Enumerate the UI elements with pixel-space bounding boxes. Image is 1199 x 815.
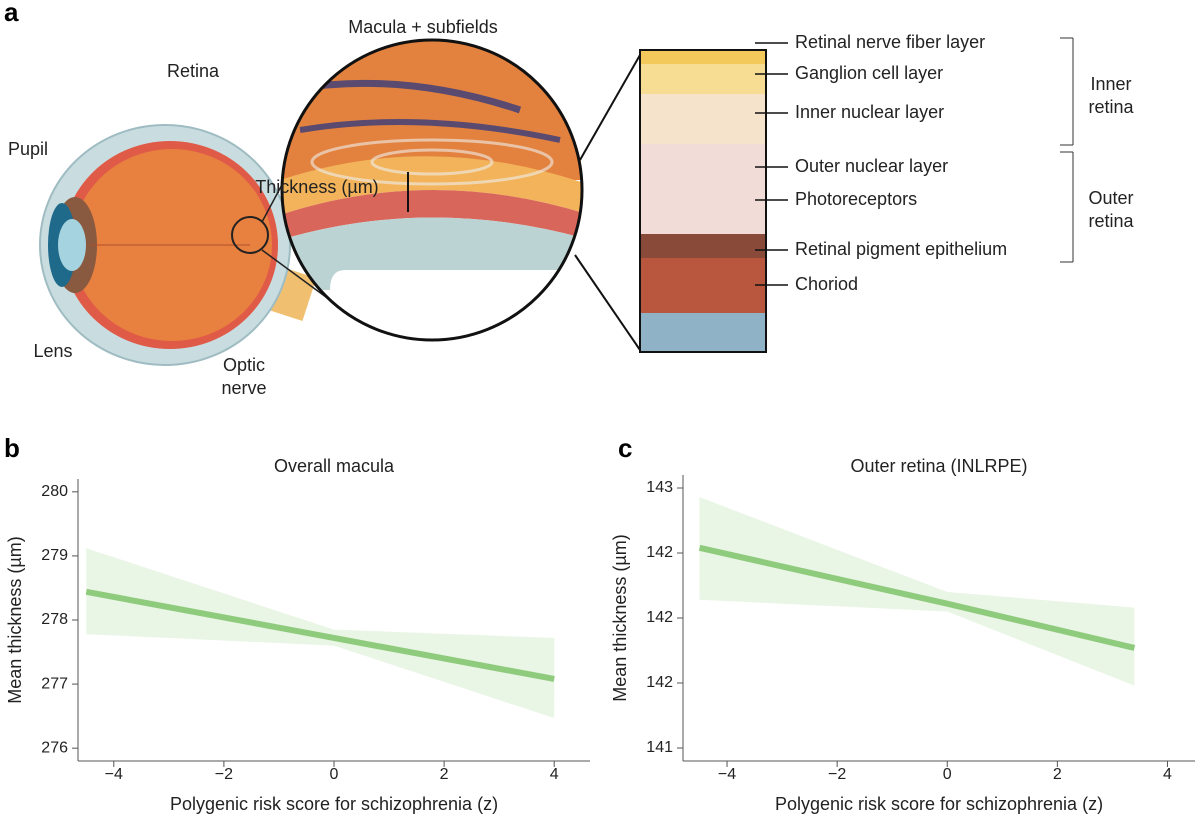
y-tick-label: 277	[41, 675, 68, 692]
diagram-label: Pupil	[8, 139, 48, 159]
panel-label: a	[4, 0, 19, 27]
diagram-label: Retina	[167, 61, 220, 81]
layer-label: Inner nuclear layer	[795, 102, 944, 122]
x-tick-label: 2	[440, 766, 449, 783]
chart-title: Overall macula	[274, 456, 395, 476]
eye-illustration	[39, 94, 331, 366]
y-tick-label: 142	[646, 609, 673, 626]
group-label: retina	[1088, 97, 1134, 117]
layer-label: Choriod	[795, 274, 858, 294]
diagram-label: Optic	[223, 355, 265, 375]
y-tick-label: 142	[646, 674, 673, 691]
diagram-label: Lens	[33, 341, 72, 361]
diagram-label: nerve	[221, 378, 266, 398]
layer-label: Retinal nerve fiber layer	[795, 32, 985, 52]
y-tick-label: 143	[646, 479, 673, 496]
y-tick-label: 278	[41, 611, 68, 628]
y-tick-label: 279	[41, 547, 68, 564]
x-axis-label: Polygenic risk score for schizophrenia (…	[170, 794, 498, 814]
zoom-circle	[280, 38, 641, 351]
layer-label: Ganglion cell layer	[795, 63, 943, 83]
group-label: retina	[1088, 211, 1134, 231]
trend-line	[698, 544, 1136, 651]
y-axis-label: Mean thickness (µm)	[5, 536, 25, 703]
y-axis-label: Mean thickness (µm)	[610, 534, 630, 701]
confidence-band	[699, 497, 948, 612]
diagram-label: Thickness (µm)	[255, 177, 378, 197]
x-tick-label: 0	[943, 766, 952, 783]
diagram-label: Macula + subfields	[348, 17, 498, 37]
chart-title: Outer retina (INLRPE)	[850, 456, 1027, 476]
y-tick-label: 276	[41, 739, 68, 756]
x-tick-label: −4	[718, 766, 736, 783]
trend-line	[85, 588, 555, 682]
layer-label: Photoreceptors	[795, 189, 917, 209]
x-tick-label: 0	[330, 766, 339, 783]
y-tick-label: 142	[646, 544, 673, 561]
x-tick-label: −2	[828, 766, 846, 783]
layer-label: Retinal pigment epithelium	[795, 239, 1007, 259]
confidence-band	[86, 548, 335, 646]
y-tick-label: 280	[41, 483, 68, 500]
layer-label: Outer nuclear layer	[795, 156, 948, 176]
panel-label: c	[618, 433, 632, 463]
x-tick-label: −2	[215, 766, 233, 783]
confidence-band	[334, 629, 555, 719]
retina-layers	[639, 37, 1074, 353]
x-tick-label: 4	[550, 766, 559, 783]
x-tick-label: 4	[1163, 766, 1172, 783]
x-axis-label: Polygenic risk score for schizophrenia (…	[775, 794, 1103, 814]
y-tick-label: 141	[646, 739, 673, 756]
x-tick-label: 2	[1053, 766, 1062, 783]
group-label: Outer	[1088, 188, 1133, 208]
group-label: Inner	[1090, 74, 1131, 94]
x-tick-label: −4	[105, 766, 123, 783]
panel-label: b	[4, 433, 20, 463]
